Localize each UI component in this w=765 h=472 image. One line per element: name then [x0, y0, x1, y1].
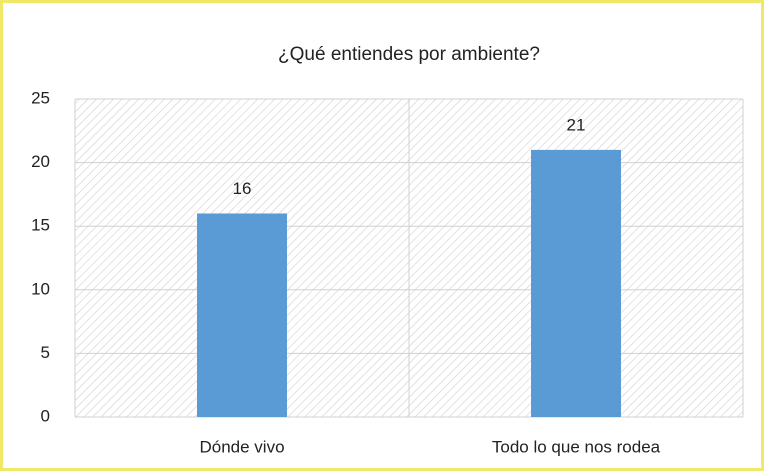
y-tick-label: 20 [31, 152, 50, 171]
x-tick-label: Todo lo que nos rodea [492, 437, 661, 456]
y-tick-label: 5 [41, 343, 50, 362]
chart-title: ¿Qué entiendes por ambiente? [278, 44, 540, 65]
data-label: 21 [567, 115, 586, 134]
data-label: 16 [233, 179, 252, 198]
x-tick-label: Dónde vivo [199, 437, 284, 456]
y-tick-label: 10 [31, 279, 50, 298]
bar [197, 213, 287, 417]
bar [531, 149, 621, 417]
y-tick-label: 25 [31, 88, 50, 107]
y-tick-label: 15 [31, 216, 50, 235]
y-tick-label: 0 [41, 406, 50, 425]
